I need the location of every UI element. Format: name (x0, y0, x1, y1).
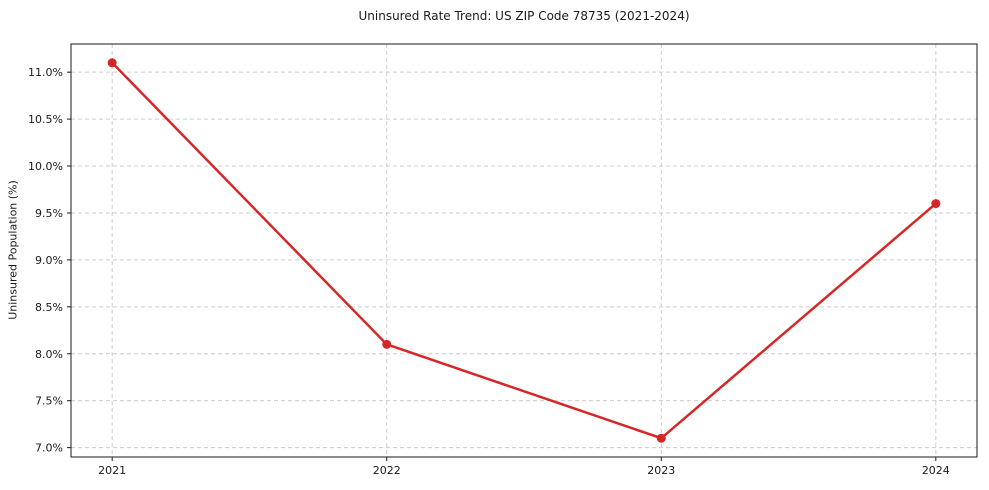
y-tick-label: 7.0% (35, 442, 63, 455)
data-point (382, 339, 392, 349)
trend-line (110, 61, 938, 440)
data-point (656, 433, 666, 443)
y-tick-label: 10.0% (28, 160, 63, 173)
y-tick-label: 8.5% (35, 301, 63, 314)
y-axis-label: Uninsured Population (%) (6, 180, 20, 320)
y-tick-label: 10.5% (28, 113, 63, 126)
plot-border (70, 43, 978, 458)
x-tick-label: 2021 (98, 464, 126, 477)
y-tick-label: 7.5% (35, 395, 63, 408)
data-point (931, 199, 941, 209)
x-tick-label: 2022 (373, 464, 401, 477)
x-tick-label: 2024 (922, 464, 950, 477)
y-tick-label: 11.0% (28, 66, 63, 79)
x-tick-label: 2023 (647, 464, 675, 477)
y-tick-label: 9.0% (35, 254, 63, 267)
y-tick-label: 8.0% (35, 348, 63, 361)
data-point (107, 58, 117, 68)
y-tick-label: 9.5% (35, 207, 63, 220)
chart-title: Uninsured Rate Trend: US ZIP Code 78735 … (358, 9, 690, 23)
